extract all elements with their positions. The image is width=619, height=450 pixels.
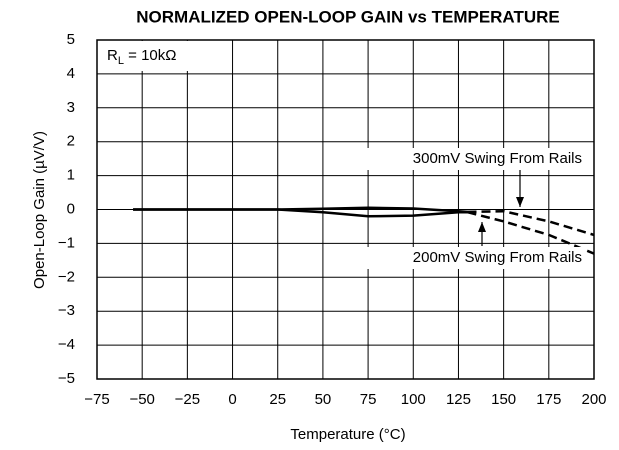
- y-axis-label: Open-Loop Gain (µV/V): [31, 131, 48, 289]
- series-line: [467, 209, 595, 237]
- y-tick-label: −5: [58, 370, 75, 387]
- plot-frame: [96, 39, 595, 380]
- annotation-box: [98, 41, 210, 71]
- arrow-head: [516, 197, 524, 207]
- label-bg: [364, 148, 586, 170]
- chart-title: NORMALIZED OPEN-LOOP GAIN vs TEMPERATURE: [136, 7, 559, 26]
- series-line: [467, 210, 595, 255]
- x-tick-label: 0: [228, 391, 236, 408]
- y-tick-label: 2: [67, 133, 75, 150]
- annotation-main: R: [107, 47, 118, 64]
- y-tick-label: −2: [58, 268, 75, 285]
- arrow-head: [478, 222, 486, 232]
- x-tick-label: 125: [446, 391, 471, 408]
- x-tick-label: 25: [269, 391, 286, 408]
- series-label: 200mV Swing From Rails: [413, 249, 582, 266]
- label-bg: [364, 247, 586, 269]
- x-axis-label: Temperature (°C): [290, 426, 405, 443]
- y-tick-label: 3: [67, 99, 75, 116]
- annotation: RL = 10kΩ: [107, 47, 176, 67]
- annotation-rest: = 10kΩ: [124, 47, 177, 64]
- series-line: [133, 208, 468, 218]
- series-label: 300mV Swing From Rails: [413, 150, 582, 167]
- y-tick-label: −4: [58, 336, 75, 353]
- x-tick-label: −75: [84, 391, 109, 408]
- x-tick-label: −25: [175, 391, 200, 408]
- x-tick-label: 200: [581, 391, 606, 408]
- x-tick-label: 150: [491, 391, 516, 408]
- y-tick-label: 0: [67, 200, 75, 217]
- y-tick-label: 5: [67, 31, 75, 48]
- y-tick-label: −3: [58, 302, 75, 319]
- y-tick-label: −1: [58, 234, 75, 251]
- x-tick-label: 175: [536, 391, 561, 408]
- annotation-sub: L: [118, 55, 124, 67]
- x-tick-label: 75: [360, 391, 377, 408]
- x-tick-label: 100: [401, 391, 426, 408]
- x-tick-label: −50: [129, 391, 154, 408]
- x-tick-label: 50: [315, 391, 332, 408]
- y-tick-label: 4: [67, 65, 75, 82]
- y-tick-label: 1: [67, 167, 75, 184]
